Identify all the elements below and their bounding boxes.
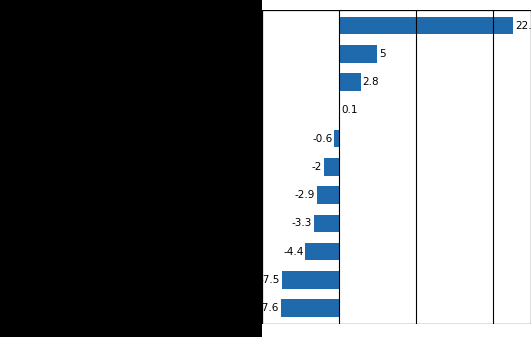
Bar <box>335 130 339 147</box>
Bar <box>305 243 339 260</box>
Bar <box>281 271 339 288</box>
Text: 0.1: 0.1 <box>342 105 358 115</box>
Bar <box>324 158 339 176</box>
Bar <box>339 17 513 34</box>
Bar <box>314 215 339 232</box>
Bar <box>339 101 340 119</box>
Text: 5: 5 <box>379 49 386 59</box>
Bar <box>317 186 339 204</box>
Text: 2.8: 2.8 <box>363 77 379 87</box>
Text: -7.6: -7.6 <box>259 303 279 313</box>
Text: -3.3: -3.3 <box>292 218 312 228</box>
Text: -0.6: -0.6 <box>312 133 332 144</box>
Text: 22.7: 22.7 <box>515 21 531 31</box>
Bar <box>339 73 361 91</box>
Text: -2.9: -2.9 <box>295 190 315 200</box>
Bar <box>339 45 378 63</box>
Text: -2: -2 <box>312 162 322 172</box>
Text: -4.4: -4.4 <box>283 247 303 256</box>
Bar <box>281 299 339 317</box>
Text: -7.5: -7.5 <box>259 275 280 285</box>
